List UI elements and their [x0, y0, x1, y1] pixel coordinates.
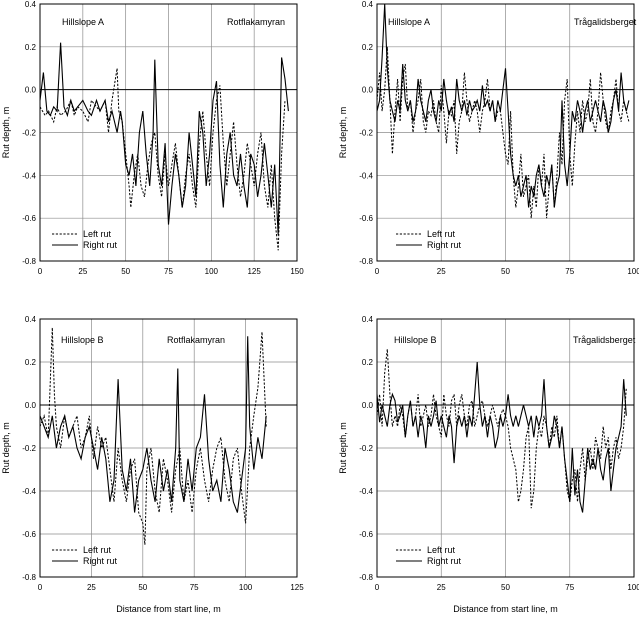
x-tick-label: 125	[247, 267, 261, 276]
x-tick-label: 75	[565, 267, 574, 276]
plot-frame	[39, 3, 298, 262]
y-tick-label: -0.4	[22, 487, 36, 496]
legend-label: Right rut	[427, 240, 462, 250]
y-tick-label: -0.8	[359, 573, 373, 582]
y-axis-label: Rut depth, m	[1, 422, 11, 474]
right-rut-line	[376, 3, 630, 208]
y-tick-label: -0.4	[359, 487, 373, 496]
y-tick-label: 0.2	[25, 43, 37, 52]
y-tick-label: 0.4	[25, 0, 37, 9]
site-label: Rotflakamyran	[167, 335, 225, 345]
x-tick-label: 0	[375, 583, 380, 592]
x-tick-label: 75	[565, 583, 574, 592]
y-tick-label: -0.6	[22, 530, 36, 539]
x-tick-label: 50	[121, 267, 130, 276]
y-tick-label: -0.8	[22, 573, 36, 582]
hillslope-label: Hillslope A	[388, 17, 430, 27]
x-tick-label: 100	[205, 267, 219, 276]
y-tick-label: 0.2	[362, 43, 374, 52]
legend-label: Left rut	[427, 545, 456, 555]
y-tick-label: -0.2	[359, 444, 373, 453]
chart-panel-bottom-right: 0.4 0.2 0.0 -0.2 -0.4 -0.6 -0.80 25 50 75 100 Hills…	[338, 315, 639, 614]
y-tick-label: 0.0	[362, 86, 374, 95]
x-tick-label: 50	[501, 267, 510, 276]
y-axis-label: Rut depth, m	[338, 422, 348, 474]
legend-label: Left rut	[83, 229, 112, 239]
y-axis-label: Rut depth, m	[338, 107, 348, 159]
y-tick-label: -0.2	[22, 129, 36, 138]
legend-label: Left rut	[427, 229, 456, 239]
left-rut-line	[39, 68, 286, 251]
y-axis-label: Rut depth, m	[1, 107, 11, 159]
legend-label: Right rut	[83, 240, 118, 250]
y-tick-label: -0.6	[359, 530, 373, 539]
x-axis-label: Distance from start line, m	[453, 604, 558, 614]
y-tick-label: -0.6	[359, 214, 373, 223]
left-rut-line	[39, 327, 267, 545]
x-tick-label: 75	[190, 583, 199, 592]
y-tick-label: 0.4	[25, 315, 37, 324]
left-rut-line	[376, 349, 627, 509]
legend-label: Right rut	[427, 556, 462, 566]
y-tick-label: -0.8	[359, 257, 373, 266]
plot-frame	[376, 3, 635, 262]
legend-label: Right rut	[83, 556, 118, 566]
plot-frame	[376, 318, 635, 578]
right-rut-line	[376, 361, 627, 513]
y-tick-label: 0.0	[25, 401, 37, 410]
x-tick-label: 50	[138, 583, 147, 592]
y-tick-label: 0.4	[362, 0, 374, 9]
x-tick-label: 125	[290, 583, 304, 592]
hillslope-label: Hillslope B	[394, 335, 437, 345]
hillslope-label: Hillslope B	[61, 335, 104, 345]
y-tick-label: 0.2	[25, 358, 37, 367]
x-tick-label: 50	[501, 583, 510, 592]
right-rut-line	[39, 336, 267, 513]
site-label: Rotflakamyran	[227, 17, 285, 27]
left-rut-line	[376, 46, 630, 219]
x-tick-label: 25	[87, 583, 96, 592]
x-axis-label: Distance from start line, m	[116, 604, 221, 614]
plot-frame	[39, 318, 298, 578]
x-tick-label: 25	[437, 267, 446, 276]
y-tick-label: -0.6	[22, 214, 36, 223]
chart-panel-top-right: 0.4 0.2 0.0 -0.2 -0.4 -0.6 -0.80 25 50 75 100 Hills…	[338, 0, 639, 276]
x-tick-label: 100	[627, 267, 639, 276]
y-tick-label: -0.2	[359, 129, 373, 138]
y-tick-label: -0.8	[22, 257, 36, 266]
y-tick-label: 0.4	[362, 315, 374, 324]
x-tick-label: 100	[239, 583, 253, 592]
hillslope-label: Hillslope A	[62, 17, 104, 27]
x-tick-label: 25	[78, 267, 87, 276]
y-tick-label: -0.4	[359, 171, 373, 180]
y-tick-label: -0.4	[22, 171, 36, 180]
x-tick-label: 0	[38, 267, 43, 276]
y-tick-label: 0.0	[362, 401, 374, 410]
site-label: Trågalidsberget	[573, 335, 636, 345]
y-tick-label: 0.0	[25, 86, 37, 95]
chart-panel-bottom-left: 0.4 0.2 0.0 -0.2 -0.4 -0.6 -0.80 25 50 75 100 125 Hi…	[1, 315, 304, 614]
y-tick-label: 0.2	[362, 358, 374, 367]
x-tick-label: 150	[290, 267, 304, 276]
chart-panel-top-left: 0.4 0.2 0.0 -0.2 -0.4 -0.6 -0.80 25 50 75 100 125 15…	[1, 0, 304, 276]
x-tick-label: 25	[437, 583, 446, 592]
y-tick-label: -0.2	[22, 444, 36, 453]
x-tick-label: 100	[627, 583, 639, 592]
x-tick-label: 0	[375, 267, 380, 276]
right-rut-line	[39, 42, 289, 236]
x-tick-label: 0	[38, 583, 43, 592]
x-tick-label: 75	[164, 267, 173, 276]
legend-label: Left rut	[83, 545, 112, 555]
site-label: Trågalidsberget	[574, 17, 637, 27]
